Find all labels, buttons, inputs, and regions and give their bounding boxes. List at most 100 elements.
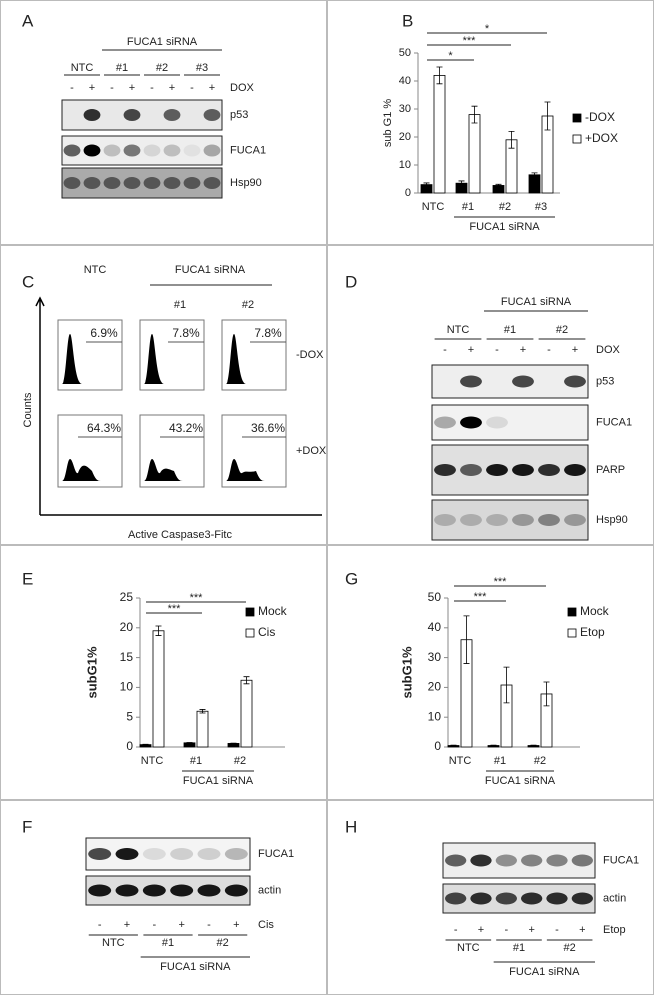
y-tick-label: 50 <box>428 590 442 604</box>
error-bar <box>458 180 465 186</box>
treatment-sign: + <box>579 924 585 936</box>
group-label: FUCA1 siRNA <box>127 36 198 48</box>
treatment-sign: + <box>520 344 526 356</box>
band <box>460 416 482 429</box>
band <box>83 177 101 189</box>
error-bar <box>463 615 470 664</box>
band <box>486 464 508 476</box>
band <box>88 884 112 897</box>
blot <box>431 364 589 399</box>
y-tick-label: 10 <box>428 709 442 723</box>
treatment-sign: + <box>209 82 215 94</box>
histogram <box>62 459 102 481</box>
x-tick-label: #1 <box>190 755 202 767</box>
band <box>486 514 508 526</box>
band <box>123 109 141 121</box>
error-bar <box>490 744 497 747</box>
y-tick-label: 0 <box>405 187 411 199</box>
band <box>88 848 112 860</box>
blot <box>431 444 589 496</box>
treatment-sign: - <box>110 82 114 94</box>
lane-label: #1 <box>162 937 174 949</box>
y-tick-label: 20 <box>120 620 134 634</box>
treatment-sign: + <box>129 82 135 94</box>
column-label: #1 <box>174 299 186 311</box>
treatment-sign: - <box>495 344 499 356</box>
legend-swatch <box>245 628 255 638</box>
x-tick-label: #2 <box>499 201 511 213</box>
blot <box>431 499 589 541</box>
x-axis-title: FUCA1 siRNA <box>183 775 254 787</box>
treatment-sign: + <box>572 344 578 356</box>
histogram <box>226 334 246 384</box>
y-axis-title: subG1% <box>399 646 414 698</box>
treatment-sign: + <box>478 924 484 936</box>
significance: * <box>448 50 453 62</box>
band <box>83 109 101 121</box>
treatment-sign: + <box>124 919 130 931</box>
panel-letter: H <box>345 817 357 836</box>
band <box>495 892 517 905</box>
x-tick-label: NTC <box>422 201 445 213</box>
band <box>564 514 586 526</box>
y-axis-title: sub G1 % <box>382 99 394 148</box>
y-tick-label: 30 <box>399 103 411 115</box>
band <box>142 848 166 860</box>
lane-label: #1 <box>116 62 128 74</box>
bar <box>433 75 446 194</box>
blot <box>85 837 251 871</box>
x-axis-title: FUCA1 siRNA <box>485 775 556 787</box>
band <box>546 892 568 905</box>
error-bar <box>508 131 515 149</box>
panel-frame <box>0 0 327 245</box>
panel-letter: D <box>345 272 357 291</box>
band <box>571 854 593 867</box>
legend-label: Etop <box>580 625 605 639</box>
lane-label: #1 <box>504 324 516 336</box>
blot <box>85 875 251 906</box>
lane-label: #2 <box>156 62 168 74</box>
band <box>460 514 482 526</box>
panel-frame <box>0 800 327 995</box>
band <box>63 144 81 157</box>
band <box>197 884 221 897</box>
group-label: FUCA1 siRNA <box>501 296 572 308</box>
error-bar <box>544 101 551 131</box>
lane-label: NTC <box>457 942 480 954</box>
band <box>103 177 121 189</box>
treatment-label: DOX <box>230 82 255 94</box>
column-label: #2 <box>242 299 254 311</box>
band <box>571 892 593 905</box>
blot <box>431 404 589 441</box>
band <box>512 464 534 476</box>
band <box>564 375 586 388</box>
x-tick-label: #1 <box>494 755 506 767</box>
band <box>197 848 221 860</box>
column-label: NTC <box>84 264 107 276</box>
error-bar <box>503 666 510 704</box>
significance: *** <box>190 592 204 604</box>
band <box>445 892 467 905</box>
band <box>445 854 467 867</box>
treatment-sign: - <box>547 344 551 356</box>
blot-label: Hsp90 <box>230 177 262 189</box>
panel-letter: B <box>402 11 413 30</box>
legend-swatch <box>572 134 582 144</box>
blot <box>61 99 223 131</box>
treatment-sign: - <box>98 919 102 931</box>
significance: *** <box>474 591 488 603</box>
blot <box>442 842 596 879</box>
band <box>115 884 139 897</box>
x-tick-label: #3 <box>535 201 547 213</box>
y-tick-label: 25 <box>120 590 134 604</box>
x-axis-title: FUCA1 siRNA <box>469 221 540 233</box>
error-bar <box>142 743 149 746</box>
panel-letter: F <box>22 817 32 836</box>
treatment-label: Etop <box>603 924 626 936</box>
lane-label: #1 <box>513 942 525 954</box>
histogram <box>62 334 82 384</box>
treatment-sign: - <box>454 924 458 936</box>
treatment-sign: - <box>443 344 447 356</box>
error-bar <box>450 744 457 747</box>
band <box>521 892 543 905</box>
